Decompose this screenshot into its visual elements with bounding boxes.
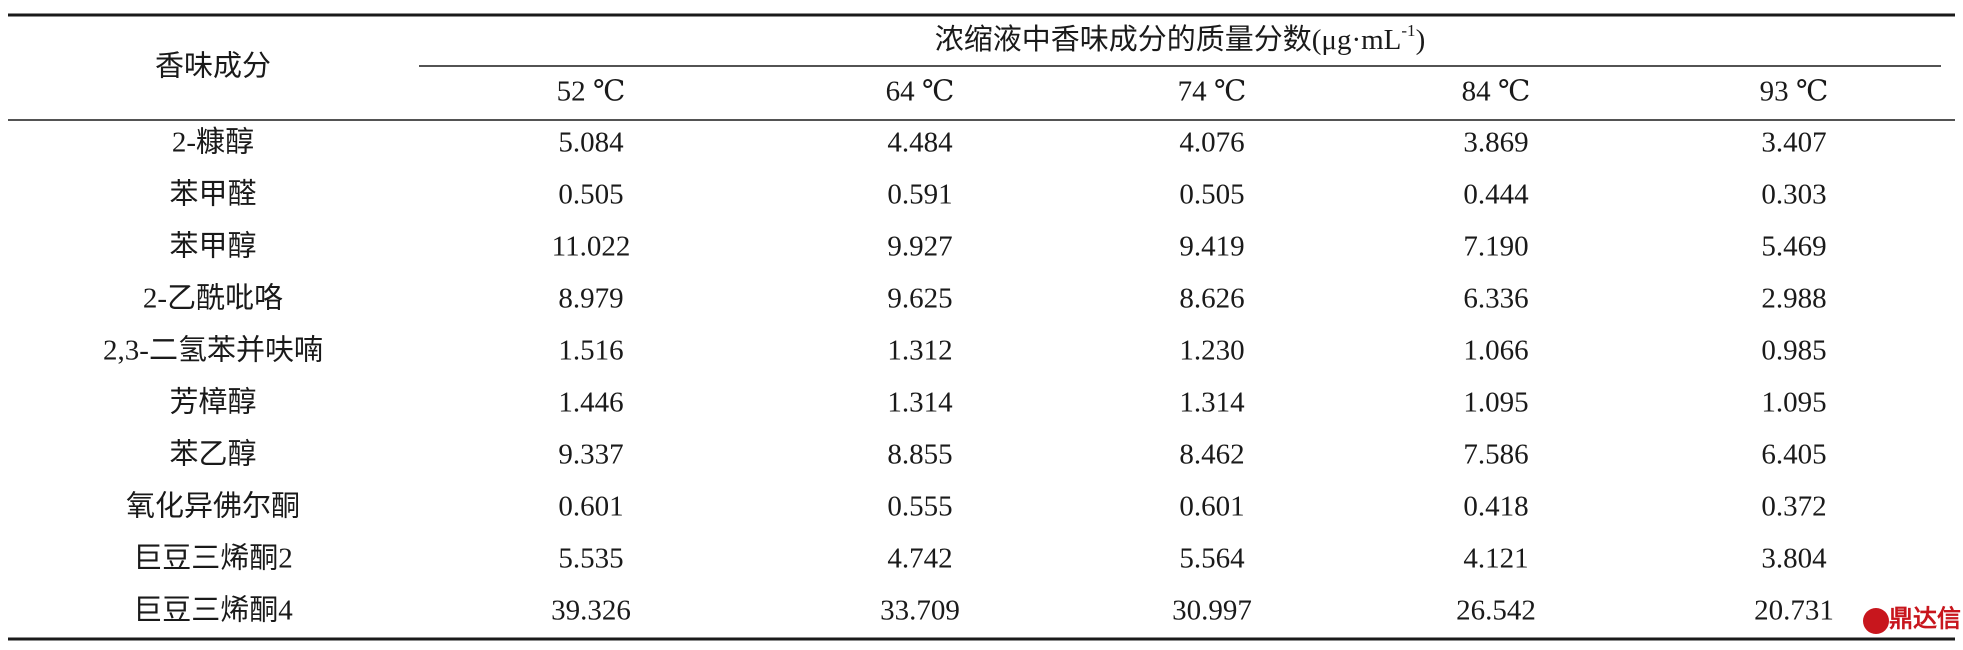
cell: 9.419 <box>1179 231 1244 263</box>
cell: 1.516 <box>558 335 623 367</box>
row-label: 巨豆三烯酮4 <box>133 594 293 627</box>
cell: 4.742 <box>887 543 952 575</box>
row-label: 巨豆三烯酮2 <box>133 542 293 575</box>
column-header: 52 ℃ <box>557 76 626 108</box>
cell: 9.625 <box>887 283 952 315</box>
cell: 30.997 <box>1172 595 1252 627</box>
watermark-logo <box>1863 608 1889 634</box>
column-header: 74 ℃ <box>1178 76 1247 108</box>
cell: 39.326 <box>551 595 631 627</box>
row-label: 氧化异佛尔酮 <box>126 490 300 523</box>
cell: 20.731 <box>1754 595 1834 627</box>
cell: 1.066 <box>1463 335 1528 367</box>
group-title-sup: -1 <box>1401 21 1415 40</box>
cell: 0.505 <box>1179 179 1244 211</box>
cell: 0.303 <box>1761 179 1826 211</box>
cell: 7.586 <box>1463 439 1528 471</box>
row-label: 苯甲醛 <box>169 178 256 211</box>
row-label-header: 香味成分 <box>155 50 271 83</box>
cell: 1.230 <box>1179 335 1244 367</box>
cell: 0.505 <box>558 179 623 211</box>
group-title-end: ) <box>1416 24 1426 56</box>
row-label: 苯乙醇 <box>169 438 256 471</box>
column-header: 93 ℃ <box>1760 76 1829 108</box>
cell: 8.979 <box>558 283 623 315</box>
cell: 7.190 <box>1463 231 1528 263</box>
row-label: 2-糠醇 <box>172 126 254 159</box>
cell: 0.985 <box>1761 335 1826 367</box>
cell: 6.405 <box>1761 439 1826 471</box>
cell: 1.314 <box>1179 387 1245 419</box>
cell: 8.855 <box>887 439 952 471</box>
cell: 5.084 <box>558 127 624 159</box>
cell: 26.542 <box>1456 595 1536 627</box>
cell: 0.444 <box>1463 179 1529 211</box>
cell: 9.927 <box>887 231 952 263</box>
cell: 11.022 <box>552 231 631 263</box>
row-label: 芳樟醇 <box>169 386 256 419</box>
cell: 0.418 <box>1463 491 1528 523</box>
cell: 2.988 <box>1761 283 1826 315</box>
cell: 3.407 <box>1761 127 1826 159</box>
cell: 6.336 <box>1463 283 1528 315</box>
cell: 5.535 <box>558 543 623 575</box>
cell: 0.555 <box>887 491 952 523</box>
cell: 9.337 <box>558 439 623 471</box>
group-title: 浓缩液中香味成分的质量分数(μg·mL-1) <box>935 21 1425 56</box>
cell: 4.076 <box>1179 127 1244 159</box>
cell: 1.446 <box>558 387 623 419</box>
cell: 4.484 <box>887 127 953 159</box>
cell: 5.564 <box>1179 543 1245 575</box>
row-label: 苯甲醇 <box>169 230 256 263</box>
cell: 3.804 <box>1761 543 1827 575</box>
column-header: 84 ℃ <box>1462 76 1531 108</box>
row-label: 2-乙酰吡咯 <box>143 282 283 315</box>
cell: 1.095 <box>1463 387 1528 419</box>
cell: 1.095 <box>1761 387 1826 419</box>
cell: 0.601 <box>1179 491 1244 523</box>
cell: 0.601 <box>558 491 623 523</box>
column-header: 64 ℃ <box>886 76 955 108</box>
group-title-text: 浓缩液中香味成分的质量分数(μg·mL <box>935 23 1402 56</box>
cell: 5.469 <box>1761 231 1826 263</box>
cell: 4.121 <box>1463 543 1528 575</box>
cell: 3.869 <box>1463 127 1528 159</box>
cell: 1.312 <box>887 335 952 367</box>
cell: 0.372 <box>1761 491 1826 523</box>
cell: 0.591 <box>887 179 952 211</box>
watermark-text: 鼎达信 <box>1889 605 1961 633</box>
cell: 1.314 <box>887 387 953 419</box>
row-label: 2,3-二氢苯并呋喃 <box>103 334 323 367</box>
cell: 8.462 <box>1179 439 1244 471</box>
cell: 33.709 <box>880 595 960 627</box>
watermark: 鼎达信 <box>1863 605 1961 634</box>
cell: 8.626 <box>1179 283 1244 315</box>
